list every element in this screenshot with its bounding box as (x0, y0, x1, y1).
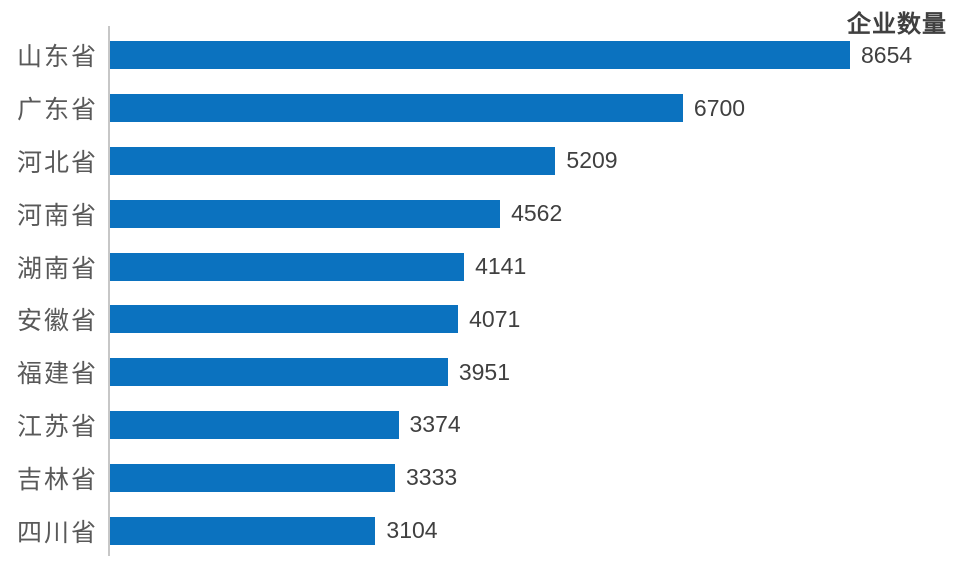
bar-row: 福建省 3951 (0, 346, 959, 399)
category-label: 广东省 (16, 97, 98, 125)
bar (110, 463, 395, 492)
category-label: 福建省 (16, 361, 98, 389)
category-label: 安徽省 (16, 308, 98, 336)
value-label: 4141 (475, 253, 527, 280)
bar (110, 94, 683, 123)
bar-row: 四川省 3104 (0, 504, 959, 557)
bar-row: 山东省 8654 (0, 29, 959, 82)
chart-title: 企业数量 (847, 11, 947, 38)
category-label: 四川省 (16, 519, 98, 547)
plot-area: 山东省 8654 广东省 6700 河北省 5209 河南省 4562 湖南省 … (0, 29, 959, 557)
bar-row: 湖南省 4141 (0, 240, 959, 293)
bar (110, 146, 556, 175)
value-label: 5209 (566, 147, 618, 174)
category-label: 山东省 (16, 44, 98, 72)
bar-row: 江苏省 3374 (0, 399, 959, 452)
bar (110, 358, 448, 387)
y-axis-line (108, 26, 110, 556)
value-label: 3951 (458, 358, 511, 385)
bar (110, 252, 465, 281)
category-label: 湖南省 (16, 255, 98, 283)
bar-row: 河北省 5209 (0, 135, 959, 188)
value-label: 6700 (693, 94, 746, 121)
value-label: 3104 (386, 517, 438, 544)
bar (110, 410, 399, 439)
value-label: 4562 (511, 200, 563, 227)
category-label: 河南省 (16, 202, 98, 230)
value-label: 3374 (409, 411, 461, 438)
bar-row: 广东省 6700 (0, 82, 959, 135)
category-label: 江苏省 (16, 413, 98, 441)
bar (110, 305, 459, 334)
bar-row: 吉林省 3333 (0, 451, 959, 504)
bar (110, 516, 376, 545)
bar-row: 河南省 4562 (0, 187, 959, 240)
bar (110, 199, 501, 228)
value-label: 4071 (469, 305, 521, 332)
category-label: 吉林省 (16, 466, 98, 494)
bar-row: 安徽省 4071 (0, 293, 959, 346)
bar (110, 41, 850, 70)
value-label: 8654 (861, 41, 913, 68)
category-label: 河北省 (16, 149, 98, 177)
value-label: 3333 (406, 464, 458, 491)
